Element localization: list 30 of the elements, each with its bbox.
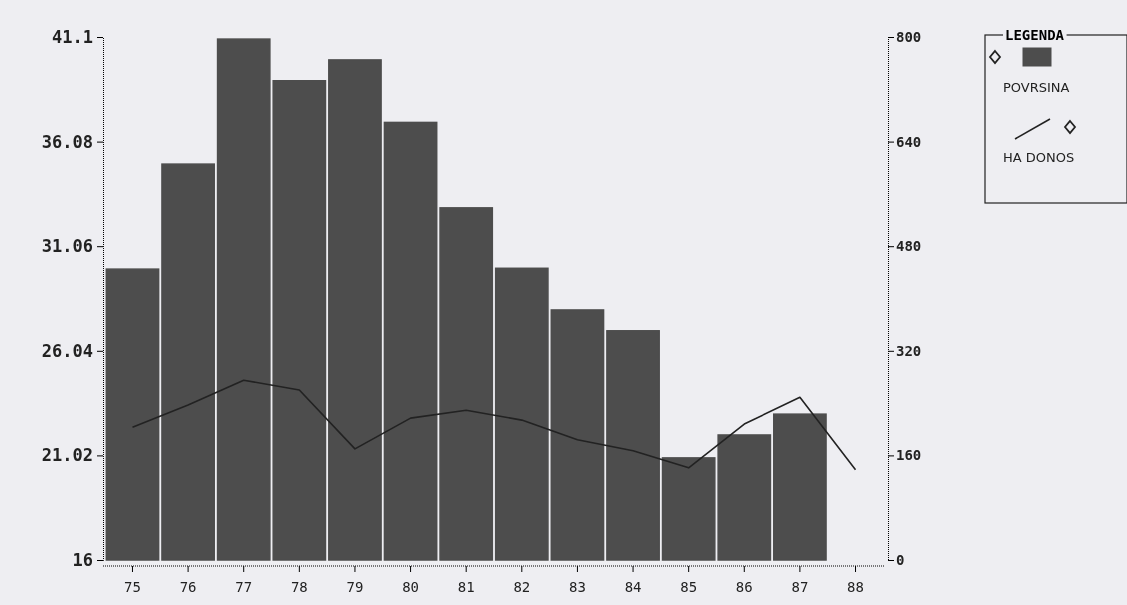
x-tick-label: 84 xyxy=(624,578,642,595)
y2-tick-label: 320 xyxy=(896,342,922,359)
y-tick-label: 21.02 xyxy=(41,445,93,466)
x-tick-label: 86 xyxy=(735,578,753,595)
x-tick-label: 80 xyxy=(402,578,419,595)
y2-tick-label: 480 xyxy=(896,238,922,255)
x-tick-label: 85 xyxy=(680,578,698,595)
x-tick-label: 82 xyxy=(513,578,531,595)
y2-tick-label: 800 xyxy=(896,28,922,45)
legend-label: HA DONOS xyxy=(1003,150,1075,165)
x-tick-label: 77 xyxy=(235,578,253,595)
legend-label: POVRSINA xyxy=(1003,80,1070,95)
x-tick-label: 83 xyxy=(569,578,586,595)
x-tick-label: 78 xyxy=(290,578,308,595)
x-tick-label: 76 xyxy=(179,578,197,595)
y2-tick-label: 0 xyxy=(896,551,905,568)
x-tick-label: 87 xyxy=(791,578,809,595)
y2-tick-label: 640 xyxy=(896,133,922,150)
line-series xyxy=(131,379,857,471)
x-tick-label: 75 xyxy=(124,578,141,595)
legend-title: LEGENDA xyxy=(1005,27,1065,43)
y2-tick-label: 160 xyxy=(896,447,922,464)
y-tick-label: 26.04 xyxy=(41,340,93,361)
y-tick-label: 36.08 xyxy=(41,131,93,152)
y-tick-label: 31.06 xyxy=(41,236,93,257)
y-tick-label: 16 xyxy=(72,549,93,570)
x-tick-label: 88 xyxy=(847,578,864,595)
x-tick-label: 81 xyxy=(457,578,475,595)
y-tick-label: 41.1 xyxy=(52,26,93,47)
x-tick-label: 79 xyxy=(346,578,364,595)
